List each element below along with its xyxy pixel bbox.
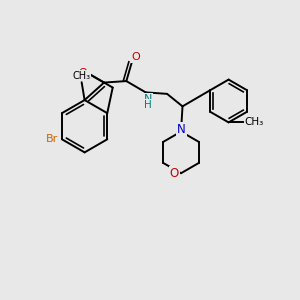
Text: CH₃: CH₃ [73,71,91,81]
Text: N: N [177,123,186,136]
Text: CH₃: CH₃ [245,117,264,128]
Text: O: O [131,52,140,62]
Text: Br: Br [46,134,59,144]
Text: H: H [145,100,152,110]
Text: N: N [144,94,152,104]
Text: O: O [170,167,179,180]
Text: O: O [79,68,87,78]
